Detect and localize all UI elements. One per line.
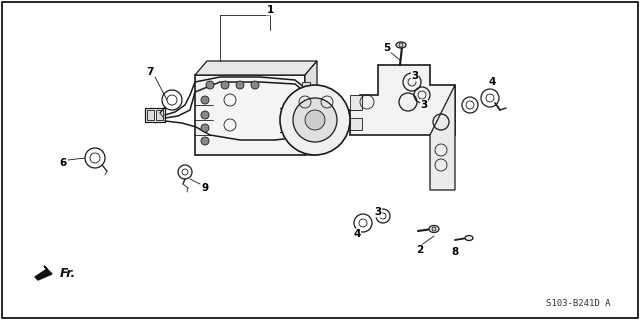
Text: S103-B241D A: S103-B241D A — [545, 299, 610, 308]
Text: Fr.: Fr. — [60, 267, 76, 280]
Text: 3: 3 — [412, 71, 419, 81]
Circle shape — [201, 124, 209, 132]
Text: 4: 4 — [488, 77, 496, 87]
Polygon shape — [430, 85, 455, 190]
Bar — [302, 82, 310, 92]
Text: 4: 4 — [353, 229, 361, 239]
Bar — [156, 110, 163, 120]
Ellipse shape — [396, 42, 406, 48]
Circle shape — [201, 111, 209, 119]
Circle shape — [293, 98, 337, 142]
Bar — [350, 118, 362, 130]
Ellipse shape — [465, 236, 473, 241]
Circle shape — [206, 81, 214, 89]
Bar — [350, 95, 362, 110]
Bar — [145, 108, 165, 122]
Bar — [195, 75, 305, 155]
Text: 6: 6 — [60, 158, 67, 168]
Circle shape — [201, 137, 209, 145]
Circle shape — [305, 110, 325, 130]
Circle shape — [432, 227, 436, 231]
Text: 5: 5 — [383, 43, 390, 53]
Text: 2: 2 — [417, 245, 424, 255]
Text: 9: 9 — [202, 183, 209, 193]
Polygon shape — [35, 266, 52, 280]
Circle shape — [280, 85, 350, 155]
Text: 8: 8 — [451, 247, 459, 257]
Text: 3: 3 — [420, 100, 428, 110]
Text: 1: 1 — [266, 5, 274, 15]
Circle shape — [251, 81, 259, 89]
Text: 3: 3 — [374, 207, 381, 217]
Polygon shape — [195, 61, 317, 75]
Polygon shape — [350, 65, 455, 135]
Circle shape — [399, 43, 403, 47]
Circle shape — [236, 81, 244, 89]
Bar — [147, 110, 154, 120]
Ellipse shape — [429, 226, 439, 233]
Polygon shape — [305, 61, 317, 155]
Text: 7: 7 — [147, 67, 154, 77]
Circle shape — [201, 96, 209, 104]
Circle shape — [221, 81, 229, 89]
